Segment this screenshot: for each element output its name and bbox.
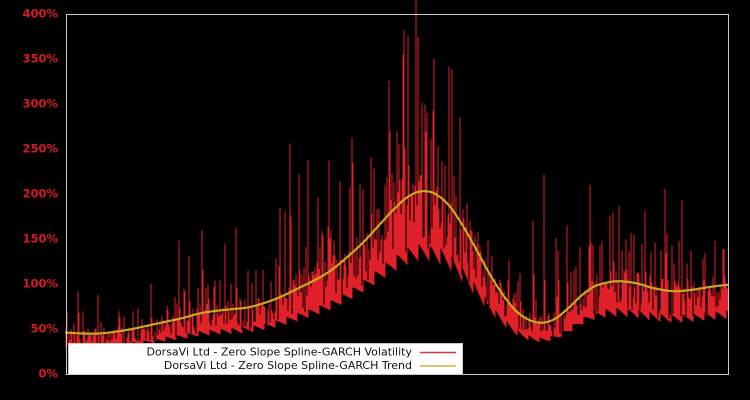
trend-series-line <box>64 190 730 335</box>
y-tick-label: 400% <box>22 7 58 21</box>
y-tick-label: 100% <box>22 277 58 291</box>
legend-label-trend: DorsaVi Ltd - Zero Slope Spline-GARCH Tr… <box>164 359 412 372</box>
y-tick-label: 250% <box>22 142 58 156</box>
y-tick-label: 50% <box>30 322 58 336</box>
y-tick-label: 0% <box>38 367 58 381</box>
legend-label-volatility: DorsaVi Ltd - Zero Slope Spline-GARCH Vo… <box>146 346 412 359</box>
y-tick-label: 150% <box>22 232 58 246</box>
legend-background <box>68 343 463 375</box>
chart-legend[interactable]: DorsaVi Ltd - Zero Slope Spline-GARCH Vo… <box>68 343 463 375</box>
y-tick-label: 300% <box>22 97 58 111</box>
y-tick-label: 200% <box>22 187 58 201</box>
y-axis-tick-labels: 0% 50% 100% 150% 200% 250% 300% 350% 400% <box>22 7 58 381</box>
y-tick-label: 350% <box>22 52 58 66</box>
